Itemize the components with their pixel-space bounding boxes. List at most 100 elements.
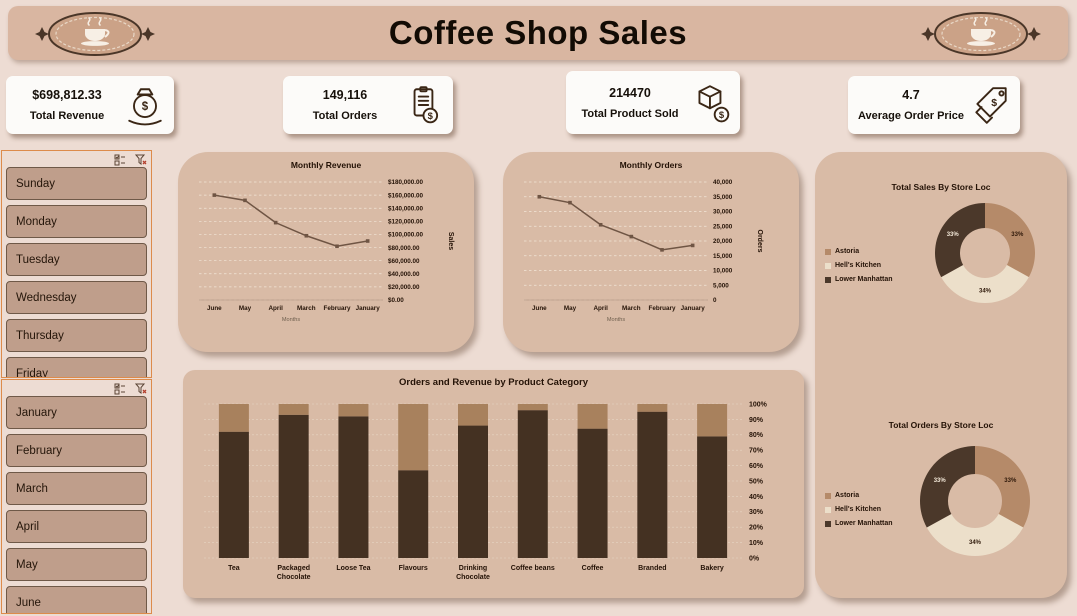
slicer-item-tuesday[interactable]: Tuesday (6, 243, 147, 276)
slicer-toolbar (6, 153, 147, 167)
svg-text:January: January (356, 305, 381, 312)
sales-by-store-donut: 33% 34% 33% (935, 203, 1035, 303)
svg-text:May: May (564, 305, 577, 312)
legend-label: Astoria (835, 492, 860, 499)
legend-swatch (825, 506, 831, 513)
legend-swatch (825, 248, 831, 255)
slicer-item-monday[interactable]: Monday (6, 205, 147, 238)
svg-text:33%: 33% (947, 232, 960, 238)
orders-by-store-legend: Astoria Hell's Kitchen Lower Manhattan (825, 492, 893, 534)
svg-text:30,000: 30,000 (713, 209, 733, 216)
svg-text:$160,000.00: $160,000.00 (388, 192, 424, 199)
svg-text:January: January (681, 305, 706, 312)
svg-text:Tea: Tea (228, 565, 240, 572)
svg-text:40,000: 40,000 (713, 179, 733, 186)
svg-text:70%: 70% (749, 448, 764, 455)
slicer-item-april[interactable]: April (6, 510, 147, 543)
monthly-revenue-chart: $0.00 $20,000.00 $40,000.00 $60,000.00 $80,0… (199, 179, 454, 323)
svg-text:Orders: Orders (756, 230, 763, 253)
svg-text:Coffee: Coffee (581, 565, 603, 572)
monthly-orders-panel: Monthly Orders 0 5,000 10,000 15,000 20,000 2… (503, 152, 799, 352)
svg-text:33%: 33% (1011, 232, 1024, 238)
legend-swatch (825, 262, 831, 269)
kpi-total-orders: 149,116 Total Orders $ (283, 76, 453, 134)
svg-text:80%: 80% (749, 432, 764, 439)
slicer-item-sunday[interactable]: Sunday (6, 167, 147, 200)
svg-text:$: $ (719, 110, 725, 121)
svg-text:May: May (239, 305, 252, 312)
slicer-item-wednesday[interactable]: Wednesday (6, 281, 147, 314)
svg-text:Coffee beans: Coffee beans (510, 565, 554, 572)
kpi-label: Total Revenue (29, 110, 105, 122)
svg-text:$80,000.00: $80,000.00 (388, 245, 420, 252)
legend-item: Lower Manhattan (825, 520, 893, 527)
svg-text:Flavours: Flavours (398, 565, 427, 572)
legend-swatch (825, 276, 831, 283)
svg-text:90%: 90% (749, 417, 764, 424)
monthly-orders-title: Monthly Orders (619, 160, 683, 170)
kpi-total-product-sold: 214470 Total Product Sold $ (566, 71, 740, 134)
multi-select-icon[interactable] (114, 153, 126, 166)
coffee-logo-left (30, 11, 160, 57)
svg-text:100%: 100% (749, 401, 768, 408)
svg-text:$140,000.00: $140,000.00 (388, 205, 424, 212)
svg-text:Loose Tea: Loose Tea (336, 565, 370, 572)
slicer-item-march[interactable]: March (6, 472, 147, 505)
day-slicer-items: Sunday Monday Tuesday Wednesday Thursday Frid… (6, 167, 147, 377)
slicer-item-may[interactable]: May (6, 548, 147, 581)
legend-label: Lower Manhattan (835, 276, 893, 283)
category-bar-title: Orders and Revenue by Product Category (399, 377, 588, 388)
orders-by-store-donut: 33% 34% 33% (920, 446, 1030, 556)
header-banner: Coffee Shop Sales (8, 6, 1068, 60)
legend-label: Hell's Kitchen (835, 262, 882, 269)
legend-item: Astoria (825, 248, 893, 255)
svg-text:40%: 40% (749, 494, 764, 501)
store-location-panel: Total Sales By Store Loc Astoria Hell's K… (815, 152, 1067, 598)
svg-text:33%: 33% (934, 478, 947, 484)
kpi-value: 149,116 (322, 88, 368, 102)
svg-text:$100,000.00: $100,000.00 (388, 232, 424, 239)
slicer-item-june[interactable]: June (6, 586, 147, 613)
price-tag-icon: $ (970, 84, 1012, 126)
svg-text:$: $ (142, 101, 149, 113)
page-title: Coffee Shop Sales (388, 14, 688, 51)
svg-text:$120,000.00: $120,000.00 (388, 219, 424, 226)
product-box-icon: $ (690, 82, 732, 124)
svg-text:April: April (593, 305, 608, 312)
svg-text:50%: 50% (749, 478, 764, 485)
svg-text:Branded: Branded (638, 565, 666, 572)
slicer-item-january[interactable]: January (6, 396, 147, 429)
svg-text:February: February (324, 305, 351, 312)
svg-text:April: April (268, 305, 283, 312)
svg-text:$: $ (991, 97, 997, 109)
kpi-label: Total Orders (312, 110, 378, 122)
svg-text:Months: Months (607, 317, 626, 323)
coffee-logo-right (916, 11, 1046, 57)
svg-text:Sales: Sales (447, 232, 454, 250)
slicer-item-thursday[interactable]: Thursday (6, 319, 147, 352)
clear-filter-icon[interactable] (134, 382, 147, 394)
multi-select-icon[interactable] (114, 382, 126, 395)
svg-text:June: June (532, 305, 547, 312)
svg-text:$20,000.00: $20,000.00 (388, 284, 420, 291)
svg-text:March: March (622, 305, 641, 312)
slicer-item-friday[interactable]: Friday (6, 357, 147, 377)
svg-text:Packaged: Packaged (277, 565, 310, 572)
legend-swatch (825, 520, 831, 527)
svg-text:Months: Months (282, 317, 301, 323)
svg-text:20,000: 20,000 (713, 238, 733, 245)
svg-text:$: $ (428, 111, 434, 122)
legend-swatch (825, 492, 831, 499)
kpi-label: Total Product Sold (581, 107, 679, 120)
sales-by-store-legend: Astoria Hell's Kitchen Lower Manhattan (825, 248, 893, 290)
kpi-total-revenue: $698,812.33 Total Revenue $ (6, 76, 174, 134)
kpi-label: Average Order Price (858, 110, 964, 122)
clear-filter-icon[interactable] (134, 153, 147, 165)
category-bar-chart: 0% 10% 20% 30% 40% 50% 60% 70% 80% 90% 100% Tea Pack… (203, 401, 768, 581)
svg-text:5,000: 5,000 (713, 282, 729, 289)
orders-by-store-title: Total Orders By Store Loc (888, 420, 994, 430)
legend-label: Hell's Kitchen (835, 506, 882, 513)
slicer-item-february[interactable]: February (6, 434, 147, 467)
svg-text:33%: 33% (1004, 478, 1017, 484)
